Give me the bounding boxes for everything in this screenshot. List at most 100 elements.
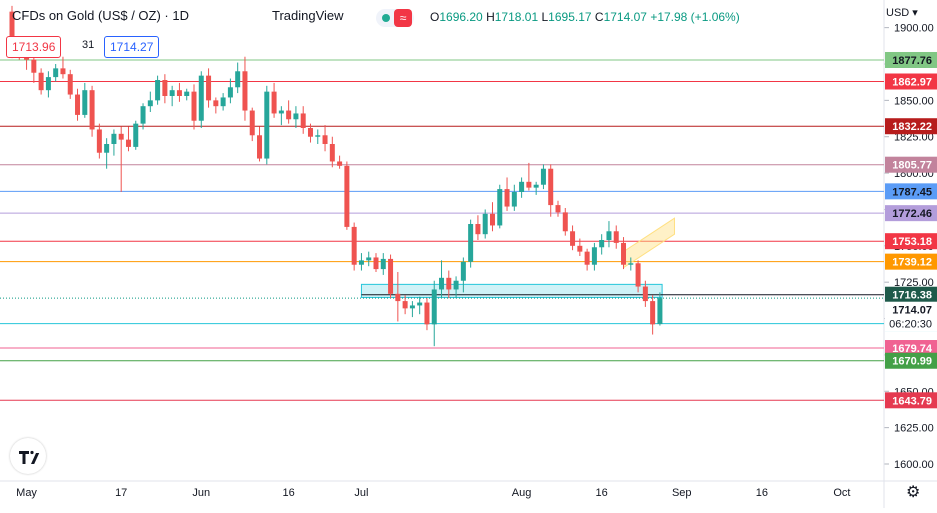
candle-body [599,240,605,248]
candle-body [650,301,656,325]
change-value: +17.98 (+1.06%) [650,10,740,24]
level-label-bg [885,253,937,270]
support-zone [360,283,663,298]
candle-body [642,286,648,302]
candle-body [104,144,110,153]
level-label-text: 1862.97 [892,76,932,88]
candle-body [213,100,219,107]
candle-body [570,231,576,246]
candle-body [31,59,37,73]
candle-body [111,133,117,144]
level-label-bg [885,183,937,200]
level-label-bg [885,205,937,222]
candle-body [613,231,619,243]
candle-body [519,181,525,192]
x-tick-label: 16 [283,487,295,499]
candle-body [402,301,408,309]
y-tick-label: 1725.00 [894,277,934,289]
level-label: 1832.22 [885,118,937,135]
level-label: 1772.46 [885,205,937,222]
level-label-text: 1753.18 [892,236,932,248]
candle-body [417,302,423,306]
candle-body [511,192,517,207]
candle-body [475,224,481,235]
candle-body [344,165,350,227]
candle-body [591,247,597,265]
last-price-label-bg [885,301,937,332]
high-label: H [486,10,495,24]
x-tick-label: 16 [756,487,768,499]
symbol-title[interactable]: CFDs on Gold (US$ / OZ) · 1D [12,8,189,23]
candle-body [555,205,561,213]
y-tick-label: 1900.00 [894,23,934,35]
indicator-toggle[interactable]: ≈ [376,9,414,27]
gear-icon[interactable]: ⚙ [906,484,921,501]
marked-level-label-text: 1716.38 [892,290,932,302]
candle-body [482,213,488,235]
level-label-text: 1643.79 [892,395,932,407]
wave-icon: ≈ [394,9,412,27]
last-price-label-countdown: 06:20:30 [889,319,932,331]
candle-body [351,226,357,265]
candle-body [358,260,364,265]
x-tick-label: Jul [354,487,368,499]
candle-body [75,94,81,115]
candle-body [162,80,168,96]
open-value: 1696.20 [439,10,483,24]
candle-body [249,110,255,136]
candle-body [439,277,445,290]
candle-body [446,277,452,290]
candle-body [504,189,510,207]
y-tick-label: 1850.00 [894,95,934,107]
candle-body [424,302,430,325]
candle-body [635,263,641,287]
level-label: 1787.45 [885,183,937,200]
level-label-bg [885,118,937,135]
candle-body [533,184,539,188]
level-label-bg [885,340,937,357]
candle-body [329,144,335,162]
x-tick-label: Oct [833,487,850,499]
buy-price-box[interactable]: 1714.27 [104,36,160,58]
candle-body [337,161,343,166]
tradingview-logo-icon[interactable] [10,438,46,474]
level-label: 1877.76 [885,51,937,68]
candle-body [409,305,415,309]
level-label-text: 1877.76 [892,55,932,67]
candle-body [67,74,73,95]
level-label-text: 1679.74 [892,343,933,355]
candle-body [140,106,146,124]
data-source: TradingView [272,8,344,23]
candle-body [460,261,466,281]
candle-body [388,258,394,294]
candle-body [307,128,313,137]
level-label-text: 1832.22 [892,121,932,133]
candle-body [271,91,277,114]
x-tick-label: Aug [512,487,532,499]
candle-body [53,68,59,78]
candle-body [584,251,590,265]
candle-body [191,91,197,121]
candle-body [395,293,401,302]
candle-body [45,77,51,91]
candle-body [96,129,102,153]
candle-body [184,91,190,96]
candle-body [60,68,66,75]
sell-price-box[interactable]: 1713.96 [6,36,62,58]
level-label-text: 1805.77 [892,160,932,172]
level-label-text: 1670.99 [892,356,932,368]
last-price-label-text: 1714.07 [892,305,932,317]
candle-body [257,135,263,159]
candle-body [9,11,15,50]
candle-body [242,71,248,111]
currency-selector[interactable]: USD ▾ [886,6,918,19]
level-label: 1805.77 [885,156,937,173]
x-tick-label: 16 [596,487,608,499]
candle-body [38,72,44,91]
low-label: L [541,10,549,24]
candle-body [125,139,131,147]
candle-body [155,80,161,101]
candle-body [220,97,226,107]
candle-body [278,110,284,114]
